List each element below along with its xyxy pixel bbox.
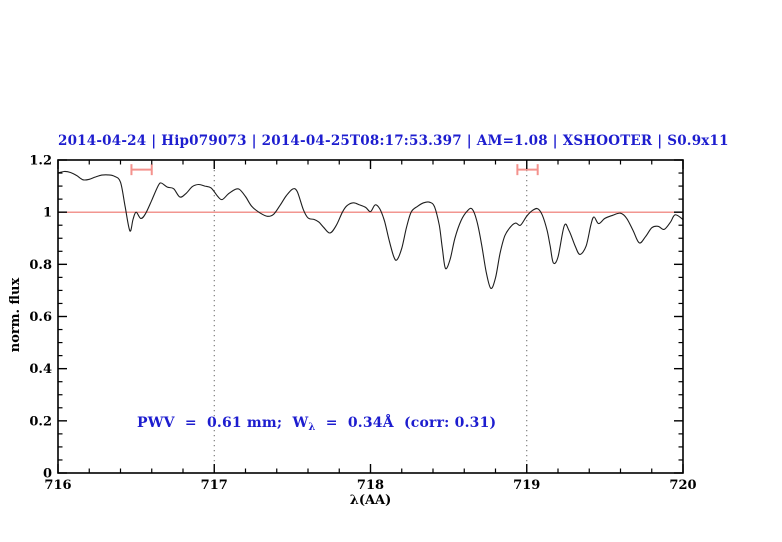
plot-title: 2014-04-24 | Hip079073 | 2014-04-25T08:1… [58,133,729,149]
pwv-annotation: PWV = 0.61 mm; Wλ = 0.34Å (corr: 0.31) [137,415,496,433]
y-tick-label: 0.8 [29,258,52,273]
annotation-text-2: = 0.34Å (corr: 0.31) [315,415,497,431]
annotation-text-1: PWV = 0.61 mm; W [137,415,309,431]
annotation-subscript-lambda: λ [308,422,316,433]
y-tick-label: 1.2 [29,154,52,169]
y-tick-label: 0.4 [29,362,52,377]
x-tick-label: 716 [44,478,71,493]
y-axis-label: norm. flux [8,277,23,353]
x-axis-label: λ(AA) [349,493,392,508]
x-tick-label: 717 [201,478,228,493]
x-tick-label: 719 [513,478,540,493]
y-tick-label: 0.6 [29,310,52,325]
spectrum-curve [57,170,684,289]
y-tick-label: 0 [43,467,52,482]
y-tick-label: 1 [43,206,52,221]
x-tick-label: 720 [669,478,696,493]
x-tick-label: 718 [357,478,384,493]
y-tick-label: 0.2 [29,414,52,429]
